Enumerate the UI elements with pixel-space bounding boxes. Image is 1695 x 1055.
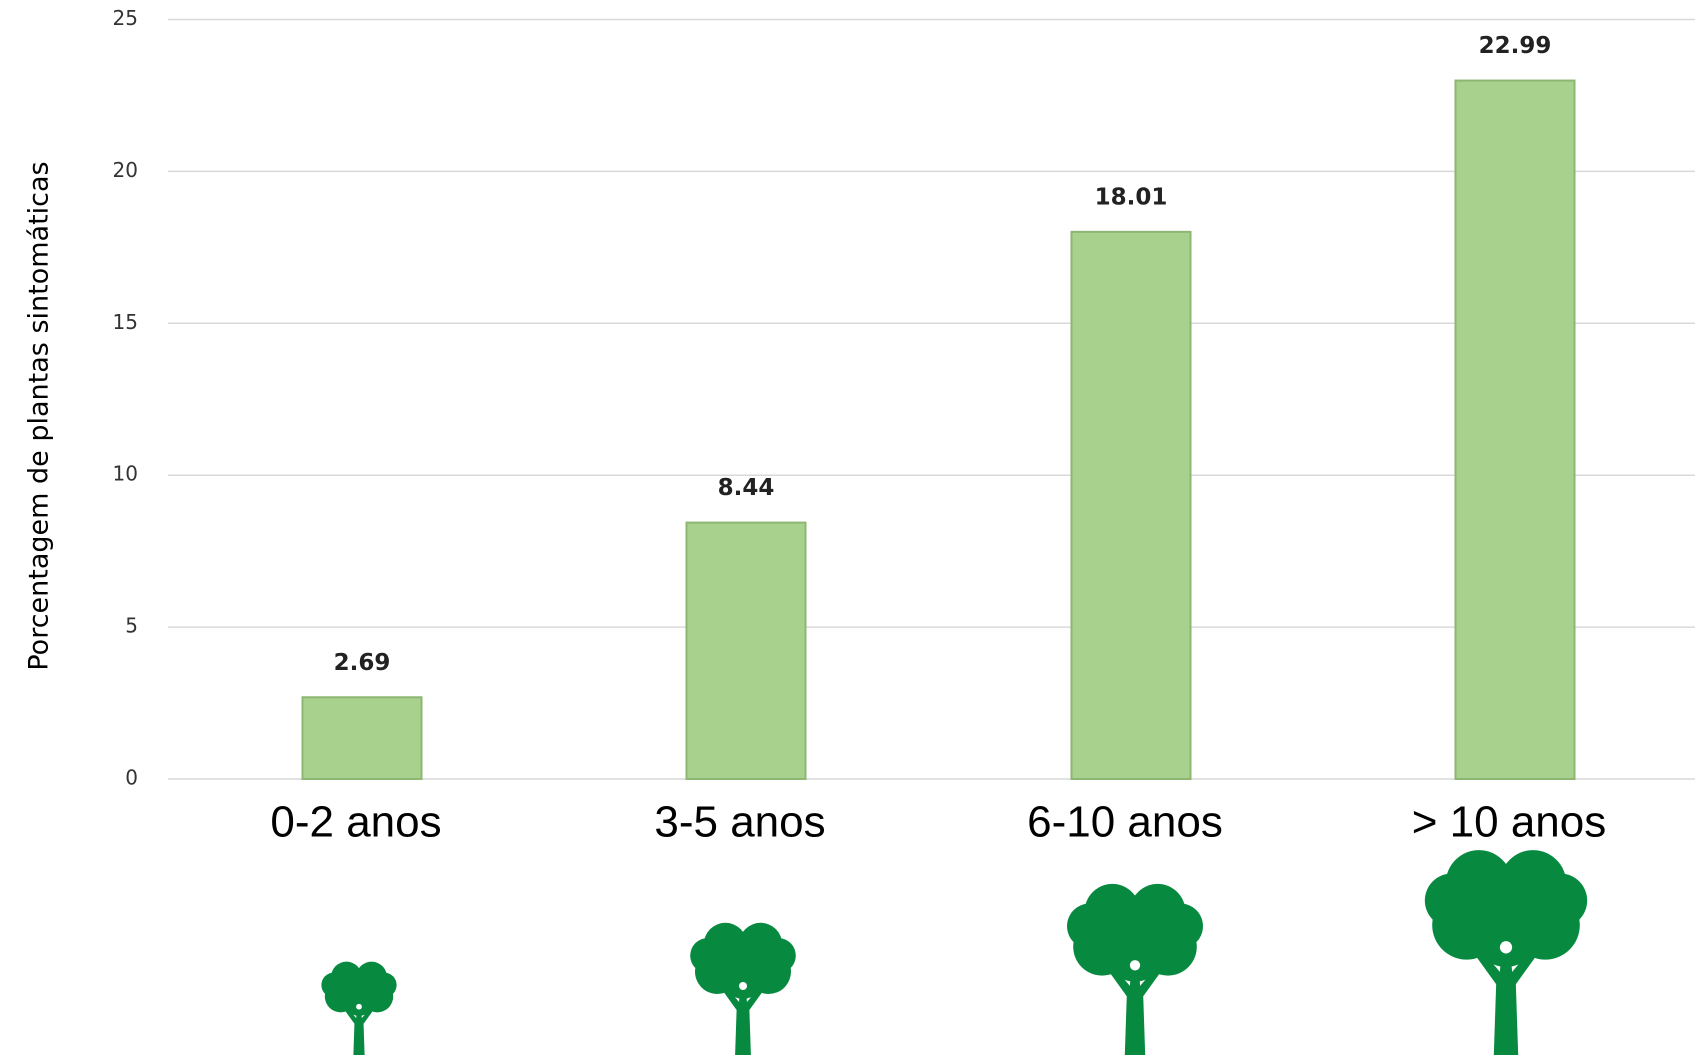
x-tick-label: > 10 anos bbox=[1412, 798, 1607, 847]
tree-icon bbox=[690, 922, 796, 1055]
bar bbox=[1070, 230, 1192, 780]
y-axis-label: Porcentagem de plantas sintomáticas bbox=[24, 161, 55, 670]
y-tick-label: 5 bbox=[125, 614, 138, 638]
bar bbox=[301, 696, 423, 780]
x-tick-label: 0-2 anos bbox=[270, 798, 441, 847]
x-tick-label: 3-5 anos bbox=[654, 798, 825, 847]
value-label: 8.44 bbox=[718, 475, 775, 501]
tree-icon bbox=[1424, 850, 1588, 1055]
y-tick-label: 25 bbox=[113, 6, 138, 30]
tree-icon bbox=[321, 961, 397, 1055]
bar bbox=[1454, 79, 1576, 781]
y-tick-label: 10 bbox=[113, 462, 138, 486]
tree-icons bbox=[321, 850, 1588, 1055]
value-label: 2.69 bbox=[334, 650, 391, 676]
y-tick-label: 20 bbox=[113, 158, 138, 182]
x-tick-label: 6-10 anos bbox=[1027, 798, 1223, 847]
tree-icon bbox=[1067, 883, 1203, 1055]
bar bbox=[685, 521, 807, 780]
value-label: 22.99 bbox=[1479, 33, 1552, 59]
value-label: 18.01 bbox=[1095, 184, 1168, 210]
y-tick-label: 15 bbox=[113, 310, 138, 334]
y-tick-label: 0 bbox=[125, 766, 138, 790]
